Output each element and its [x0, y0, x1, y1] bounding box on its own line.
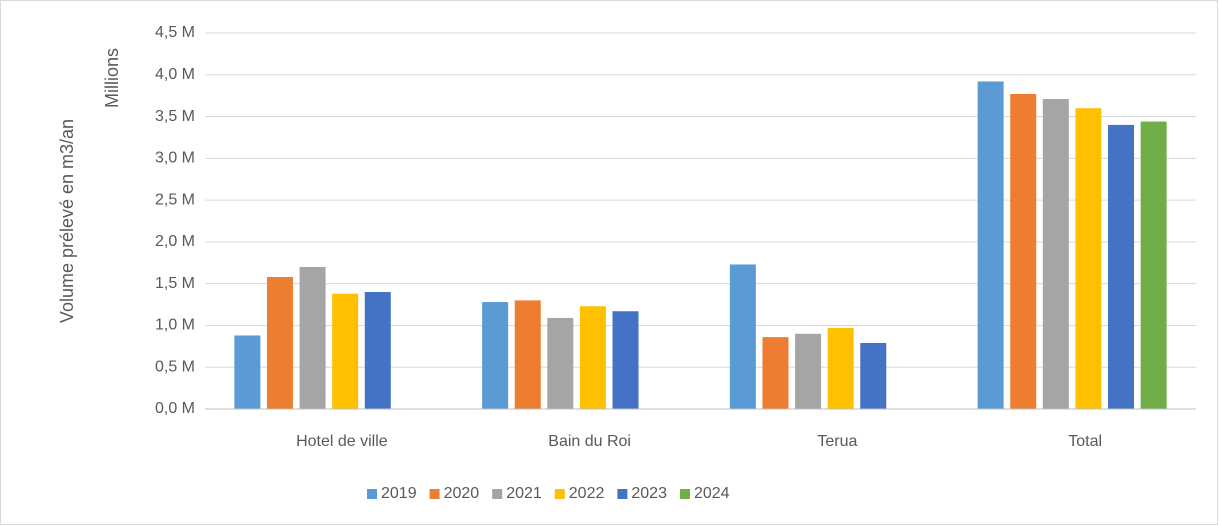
bar	[1108, 124, 1135, 410]
bar	[612, 311, 639, 409]
bar	[547, 317, 574, 409]
y-tick-label: 3,0 M	[155, 150, 195, 167]
bar	[860, 342, 887, 409]
legend-label: 2019	[381, 485, 417, 502]
legend-swatch	[554, 489, 565, 499]
y-tick-label: 4,5 M	[155, 24, 195, 41]
bar	[514, 300, 541, 409]
bar	[579, 306, 606, 409]
bar	[729, 264, 756, 409]
bar	[364, 292, 391, 409]
bar	[332, 293, 359, 409]
bar	[795, 333, 822, 409]
y-tick-label: 2,5 M	[155, 191, 195, 208]
bar	[234, 335, 261, 409]
bar	[266, 276, 293, 409]
y-tick-label: 1,0 M	[155, 317, 195, 334]
bar	[762, 337, 789, 409]
legend-label: 2021	[506, 485, 542, 502]
bar	[1075, 108, 1102, 409]
bar	[1140, 121, 1167, 410]
legend-label: 2022	[569, 485, 605, 502]
y-tick-label: 1,5 M	[155, 275, 195, 292]
y-tick-label: 0,0 M	[155, 400, 195, 417]
x-tick-label: Total	[1068, 433, 1102, 450]
y-unit-label: Millions	[102, 48, 122, 108]
bar	[977, 81, 1004, 409]
bar	[1010, 93, 1037, 410]
legend-label: 2020	[444, 485, 480, 502]
bar	[827, 327, 854, 409]
legend-swatch	[492, 489, 503, 499]
bar	[1042, 99, 1069, 410]
y-tick-label: 3,5 M	[155, 108, 195, 125]
x-tick-label: Bain du Roi	[548, 433, 631, 450]
x-tick-label: Terua	[817, 433, 857, 450]
bar	[299, 266, 326, 409]
legend-swatch	[429, 489, 440, 499]
legend-swatch	[617, 489, 628, 499]
y-axis-title: Volume prélevé en m3/an	[57, 119, 77, 323]
y-tick-label: 0,5 M	[155, 358, 195, 375]
legend-swatch	[367, 489, 377, 499]
bar	[482, 302, 509, 409]
legend-label: 2023	[631, 485, 667, 502]
x-tick-label: Hotel de ville	[296, 433, 388, 450]
legend-swatch	[679, 489, 690, 499]
y-tick-label: 4,0 M	[155, 66, 195, 83]
legend-label: 2024	[694, 485, 730, 502]
y-tick-label: 2,0 M	[155, 233, 195, 250]
